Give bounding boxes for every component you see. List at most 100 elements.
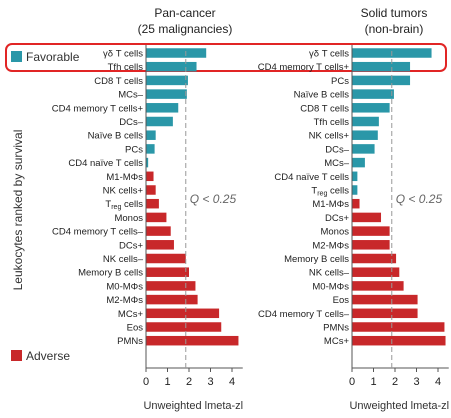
category-label: Treg cells xyxy=(105,199,143,211)
bar xyxy=(352,308,418,319)
q-threshold-label: Q < 0.25 xyxy=(190,192,237,206)
bar xyxy=(146,103,179,113)
category-label: M1-MΦs xyxy=(106,172,143,183)
category-label: γδ T cells xyxy=(309,49,349,60)
category-label: MCs– xyxy=(324,158,350,169)
bar xyxy=(146,212,167,223)
bar xyxy=(352,89,394,99)
bar xyxy=(352,267,400,277)
bar xyxy=(352,281,404,291)
category-label: Tfh cells xyxy=(314,117,350,128)
bar xyxy=(146,157,149,168)
bar xyxy=(352,103,390,113)
bar xyxy=(146,198,159,209)
category-label: M2-MΦs xyxy=(106,295,143,306)
x-tick-label: 1 xyxy=(164,376,170,388)
bar xyxy=(352,226,390,236)
category-label: CD8 T cells xyxy=(300,103,349,114)
category-label: Memory B cells xyxy=(284,254,349,265)
legend-adverse-label: Adverse xyxy=(26,349,70,363)
category-label: CD4 naïve T cells xyxy=(274,172,349,183)
bar xyxy=(146,322,222,332)
category-label: PCs xyxy=(125,144,143,155)
x-tick-label: 3 xyxy=(207,376,213,388)
category-label: NK cells– xyxy=(103,254,144,265)
bar xyxy=(146,308,220,319)
bar xyxy=(352,130,378,140)
category-label: DCs+ xyxy=(119,240,143,251)
category-label: M2-MΦs xyxy=(312,240,349,251)
category-label: DCs– xyxy=(119,117,143,128)
bar xyxy=(146,335,239,346)
category-label: NK cells– xyxy=(309,268,350,279)
x-tick-label: 1 xyxy=(370,376,376,388)
category-label: Naïve B cells xyxy=(294,90,350,101)
x-tick-label: 3 xyxy=(413,376,419,388)
panel-title-line: (non-brain) xyxy=(365,22,424,36)
legend-favorable-label: Favorable xyxy=(26,50,80,64)
x-axis-label: Unweighted lmeta-zl xyxy=(349,400,449,412)
category-label: DCs– xyxy=(325,144,349,155)
bar xyxy=(352,335,446,346)
category-label: CD4 memory T cells– xyxy=(52,227,144,238)
x-tick-label: 2 xyxy=(392,376,398,388)
bar xyxy=(352,144,375,154)
bar xyxy=(146,130,156,140)
category-label: DCs+ xyxy=(325,213,349,224)
bar xyxy=(352,116,379,127)
bar xyxy=(146,240,174,250)
x-tick-label: 0 xyxy=(143,376,149,388)
bar xyxy=(146,185,156,195)
bar xyxy=(146,116,173,127)
category-label: CD4 memory T cells– xyxy=(258,309,350,320)
category-label: PCs xyxy=(331,76,349,87)
solid-tumors-panel: Solid tumors (non-brain) γδ T cells CD4 mem… xyxy=(258,6,449,412)
category-label: M1-MΦs xyxy=(312,199,349,210)
bar xyxy=(146,267,189,277)
bar xyxy=(352,322,445,332)
category-label: M0-MΦs xyxy=(312,281,349,292)
category-label: Eos xyxy=(127,323,144,334)
bar xyxy=(352,198,360,209)
category-label: M0-MΦs xyxy=(106,281,143,292)
category-label: Eos xyxy=(333,295,350,306)
bar xyxy=(146,226,171,236)
category-label: CD4 memory T cells+ xyxy=(258,62,350,73)
bar xyxy=(146,48,207,58)
bar xyxy=(146,281,196,291)
category-label: MCs+ xyxy=(324,336,350,347)
x-tick-label: 4 xyxy=(229,376,235,388)
bar xyxy=(352,157,365,168)
panel-title-line: Solid tumors xyxy=(361,6,428,20)
bar xyxy=(146,294,198,305)
bar xyxy=(146,144,155,154)
category-label: CD8 T cells xyxy=(94,76,143,87)
bar xyxy=(352,61,411,72)
category-label: Monos xyxy=(114,213,143,224)
category-label: NK cells+ xyxy=(103,186,144,197)
x-tick-label: 2 xyxy=(186,376,192,388)
bar xyxy=(352,171,358,182)
bar xyxy=(352,253,397,264)
category-label: NK cells+ xyxy=(309,131,350,142)
q-threshold-label: Q < 0.25 xyxy=(396,192,443,206)
x-tick-label: 4 xyxy=(435,376,441,388)
panel-title-line: Pan-cancer xyxy=(154,6,215,20)
legend-favorable-swatch xyxy=(11,51,22,62)
category-label: PMNs xyxy=(117,336,143,347)
category-label: Memory B cells xyxy=(78,268,143,279)
category-label: γδ T cells xyxy=(103,49,143,60)
category-label: Tfh cells xyxy=(108,62,144,73)
bar xyxy=(352,212,382,223)
y-axis-label: Leukocytes ranked by survival xyxy=(11,130,25,291)
category-label: PMNs xyxy=(323,323,349,334)
category-label: MCs– xyxy=(118,90,144,101)
bar xyxy=(352,294,418,305)
category-label: Naïve B cells xyxy=(88,131,144,142)
category-label: MCs+ xyxy=(118,309,144,320)
bar xyxy=(352,185,358,195)
bar xyxy=(146,61,197,72)
bar xyxy=(146,75,188,86)
bar xyxy=(352,75,411,86)
